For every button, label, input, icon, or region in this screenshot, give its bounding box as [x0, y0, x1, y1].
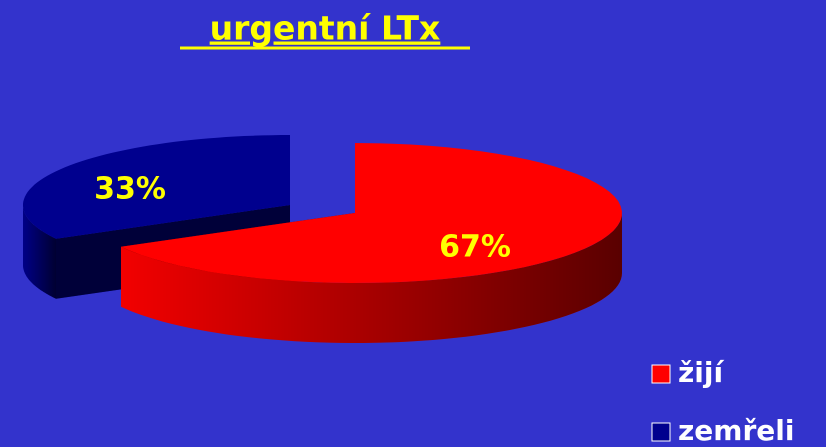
value-label: 33% [94, 172, 166, 207]
slice [121, 143, 622, 283]
legend-swatch [651, 364, 671, 384]
legend-swatch [651, 422, 671, 442]
slice-side-shade [121, 213, 622, 343]
chart-title: urgentní LTx [210, 9, 441, 48]
value-label: 67% [439, 230, 511, 265]
slice-side-shade [23, 205, 56, 299]
legend-label: zemřeli [678, 414, 794, 447]
legend-label: žijí [678, 356, 724, 389]
slice [23, 135, 290, 239]
